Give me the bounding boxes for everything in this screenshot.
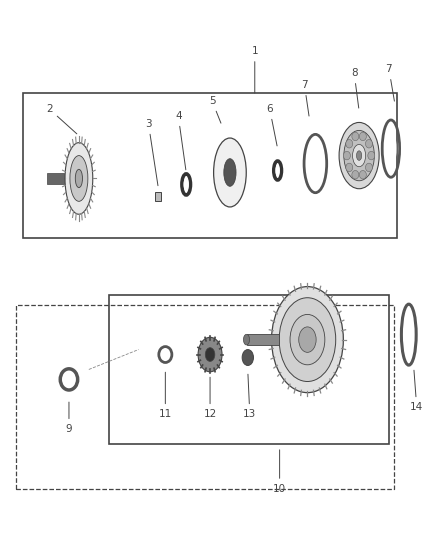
Circle shape [365, 163, 372, 172]
Ellipse shape [214, 138, 246, 207]
Ellipse shape [272, 287, 343, 393]
Ellipse shape [357, 151, 362, 160]
Ellipse shape [162, 350, 169, 359]
Text: 12: 12 [203, 377, 217, 419]
Circle shape [352, 171, 359, 179]
Text: 11: 11 [159, 372, 172, 419]
Ellipse shape [244, 334, 250, 345]
Ellipse shape [385, 128, 396, 169]
Circle shape [360, 171, 366, 179]
Text: 6: 6 [266, 104, 277, 146]
Ellipse shape [276, 165, 280, 176]
Text: 2: 2 [46, 104, 77, 134]
Ellipse shape [198, 337, 222, 372]
Text: 3: 3 [145, 119, 158, 185]
Ellipse shape [279, 298, 336, 382]
Text: 4: 4 [175, 111, 186, 169]
Text: 14: 14 [410, 370, 424, 412]
Ellipse shape [205, 348, 215, 361]
Ellipse shape [308, 143, 323, 184]
Ellipse shape [224, 159, 236, 186]
Text: 10: 10 [273, 450, 286, 494]
Ellipse shape [339, 123, 379, 189]
Ellipse shape [64, 373, 74, 386]
Ellipse shape [353, 144, 366, 167]
Circle shape [352, 132, 359, 141]
Circle shape [368, 151, 375, 160]
Ellipse shape [75, 169, 82, 188]
Text: 9: 9 [66, 402, 72, 434]
Text: 1: 1 [251, 46, 258, 93]
Text: 13: 13 [243, 374, 256, 419]
Bar [247, 334, 279, 345]
Text: 5: 5 [209, 96, 221, 123]
Circle shape [346, 163, 353, 172]
Bar [47, 173, 64, 184]
Ellipse shape [404, 312, 413, 357]
Text: 7: 7 [385, 64, 394, 101]
Circle shape [365, 140, 372, 148]
Ellipse shape [344, 131, 374, 181]
Text: 8: 8 [351, 68, 359, 108]
Ellipse shape [299, 327, 316, 352]
Circle shape [360, 132, 366, 141]
Text: 7: 7 [301, 80, 309, 116]
Ellipse shape [290, 314, 325, 365]
Ellipse shape [70, 156, 88, 201]
Ellipse shape [65, 143, 93, 214]
Ellipse shape [184, 177, 189, 191]
Bar [155, 192, 162, 200]
Circle shape [346, 140, 353, 148]
Ellipse shape [242, 350, 254, 366]
Circle shape [343, 151, 350, 160]
